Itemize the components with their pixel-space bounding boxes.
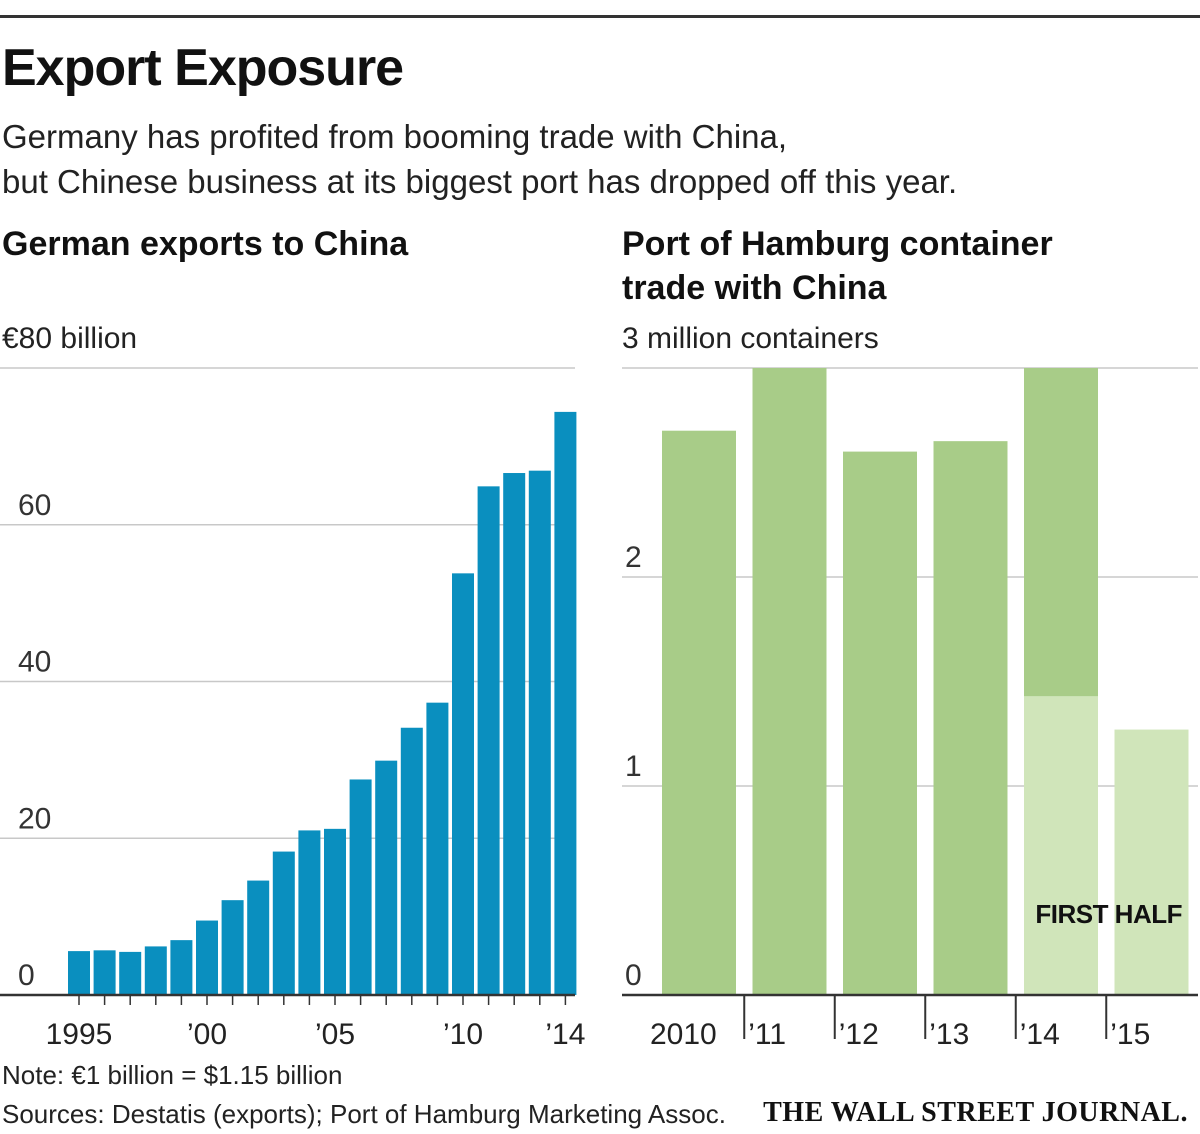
exports-bar	[272, 851, 295, 995]
exports-y-tick-label: 40	[18, 646, 51, 679]
exports-y-tick-label: 60	[18, 489, 51, 522]
port-chart-title-line-2: trade with China	[622, 269, 887, 307]
port-chart-title-line-1: Port of Hamburg container	[622, 225, 1053, 263]
exports-y-tick-label: 0	[18, 959, 35, 992]
exports-x-tick-label: ’05	[315, 1018, 355, 1051]
subtitle: Germany has profited from booming trade …	[2, 114, 1192, 204]
exports-unit-label: €80 billion	[2, 322, 138, 355]
exports-bar	[298, 830, 321, 995]
exports-bar	[477, 486, 500, 995]
port-bar-full-year	[662, 430, 736, 995]
port-x-tick-label: ’11	[748, 1018, 786, 1051]
exports-bar	[324, 828, 346, 995]
port-chart-title: Port of Hamburg container trade with Chi…	[622, 222, 1053, 310]
exports-bar	[247, 880, 270, 995]
subtitle-line-1: Germany has profited from booming trade …	[2, 118, 788, 155]
port-x-tick-label: ’13	[929, 1018, 969, 1051]
port-x-tick-label: ’15	[1110, 1018, 1150, 1051]
exports-bar	[375, 760, 398, 995]
top-rule	[0, 15, 1200, 18]
exports-bar	[528, 470, 551, 995]
exports-bar	[144, 946, 167, 995]
exports-bar	[196, 920, 218, 995]
exports-bar	[93, 950, 116, 995]
port-x-tick-label: 2010	[650, 1018, 717, 1051]
exports-bar	[349, 779, 372, 995]
port-bar-full-year	[933, 441, 1008, 995]
exports-bar	[400, 727, 423, 995]
subtitle-line-2: but Chinese business at its biggest port…	[2, 163, 958, 200]
footer-note: Note: €1 billion = $1.15 billion	[2, 1060, 343, 1090]
port-bar-full-year	[843, 451, 917, 996]
exports-bar	[426, 702, 449, 995]
exports-bar	[221, 900, 244, 995]
exports-x-tick-label: ’10	[443, 1018, 483, 1051]
exports-x-tick-label: ’00	[187, 1018, 227, 1051]
exports-chart-title: German exports to China	[2, 225, 409, 263]
port-x-tick-label: ’12	[839, 1018, 879, 1051]
port-y-tick-label: 0	[625, 959, 642, 992]
port-y-tick-label: 2	[625, 541, 642, 574]
publisher-credit: THE WALL STREET JOURNAL.	[763, 1097, 1188, 1128]
footer-sources: Sources: Destatis (exports); Port of Ham…	[2, 1099, 726, 1129]
exports-bar	[554, 411, 577, 995]
exports-x-tick-label: 1995	[46, 1018, 113, 1051]
port-bar-full-year	[752, 368, 827, 995]
exports-bar	[68, 951, 90, 995]
exports-x-tick-label: ’14	[545, 1018, 585, 1051]
exports-bar	[503, 473, 526, 996]
exports-bar	[170, 940, 193, 995]
exports-bar	[119, 951, 142, 995]
exports-y-tick-label: 20	[18, 802, 51, 835]
first-half-annotation: FIRST HALF	[1035, 899, 1182, 929]
page-title: Export Exposure	[2, 39, 404, 97]
port-bar-first-half	[1114, 729, 1189, 995]
port-unit-label: 3 million containers	[622, 322, 879, 355]
exports-bar	[452, 573, 474, 995]
port-x-tick-label: ’14	[1020, 1018, 1060, 1051]
port-y-tick-label: 1	[625, 750, 642, 783]
port-bar-first-half	[1024, 696, 1098, 995]
